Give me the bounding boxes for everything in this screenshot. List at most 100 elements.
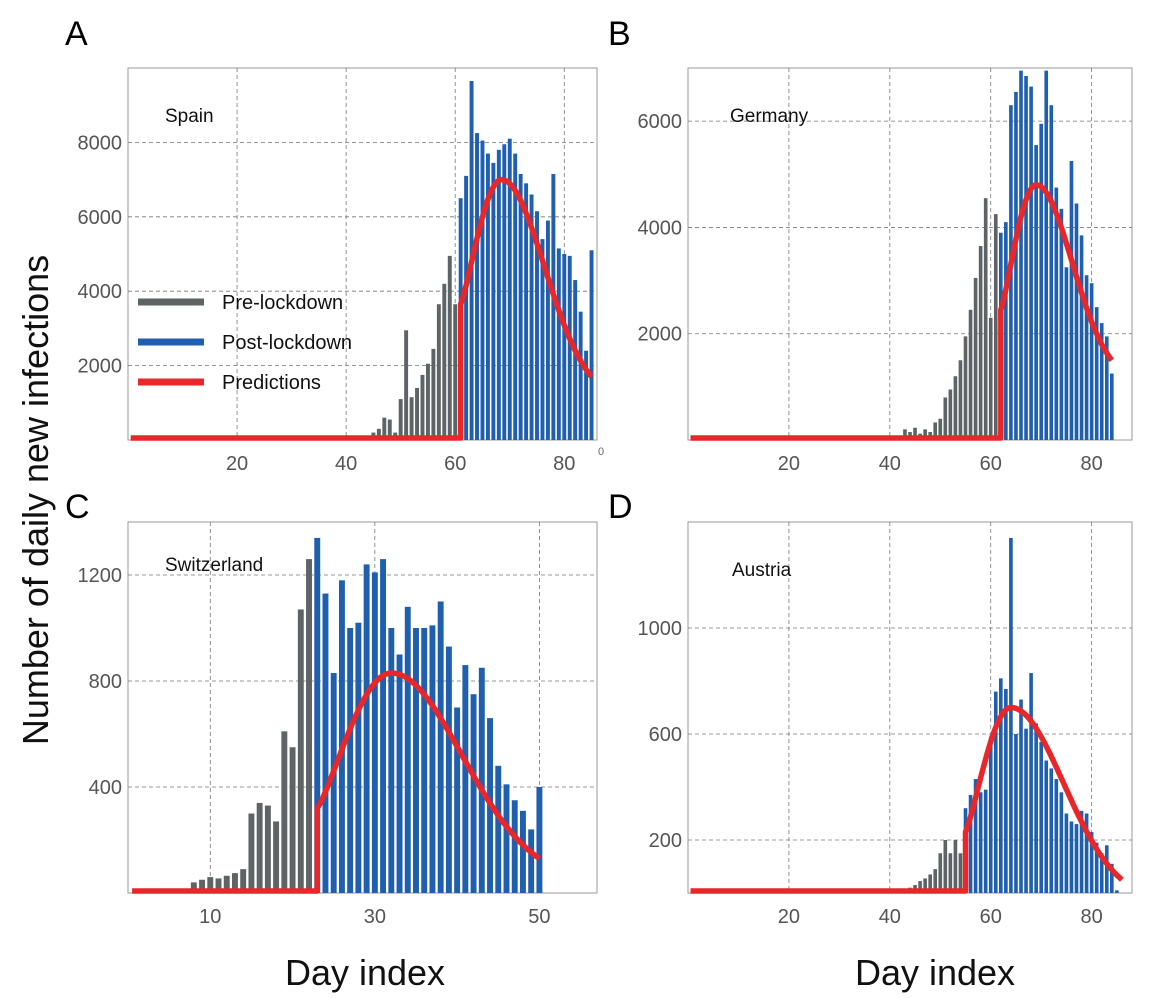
bar-post-lockdown — [347, 628, 354, 893]
bar-post-lockdown — [1049, 105, 1054, 440]
bar-post-lockdown — [973, 779, 978, 893]
plot-frame — [127, 521, 598, 894]
bar-post-lockdown — [1049, 768, 1054, 893]
bar-pre-lockdown — [398, 399, 403, 440]
bar-pre-lockdown — [425, 363, 430, 440]
bar-post-lockdown — [1110, 373, 1114, 440]
prediction-line — [690, 704, 1124, 894]
stray-tick-mark: 0 — [598, 446, 604, 458]
bar-pre-lockdown — [190, 882, 197, 893]
bar-post-lockdown — [1029, 673, 1033, 893]
bar-post-lockdown — [536, 787, 543, 893]
bar-post-lockdown — [380, 559, 387, 893]
legend-label-pre: Pre-lockdown — [222, 292, 343, 314]
y-tick-label: 1200 — [78, 565, 123, 587]
bar-post-lockdown — [584, 350, 589, 440]
bar-post-lockdown — [529, 194, 534, 440]
bar-pre-lockdown — [903, 429, 907, 440]
bar-post-lockdown — [1019, 70, 1023, 441]
bar-post-lockdown — [462, 665, 469, 893]
y-tick-label: 6000 — [78, 207, 123, 229]
bar-post-lockdown — [528, 829, 535, 893]
bar-post-lockdown — [573, 280, 578, 440]
x-tick-label: 40 — [335, 453, 357, 475]
bar-pre-lockdown — [289, 747, 296, 893]
bar-post-lockdown — [480, 140, 485, 441]
bar-post-lockdown — [1034, 145, 1038, 441]
panel-letter-d: D — [608, 488, 633, 526]
bar-pre-lockdown — [442, 283, 447, 440]
bar-post-lockdown — [503, 784, 510, 893]
bar-pre-lockdown — [933, 869, 938, 893]
bar-post-lockdown — [1054, 187, 1059, 440]
x-tick-label: 40 — [879, 906, 901, 928]
x-tick-label: 20 — [778, 906, 800, 928]
y-tick-label: 200 — [649, 830, 682, 852]
bar-post-lockdown — [578, 311, 583, 440]
bar-post-lockdown — [524, 183, 529, 440]
bar-post-lockdown — [1110, 863, 1114, 893]
x-tick-label: 80 — [553, 453, 575, 475]
bar-post-lockdown — [1009, 537, 1013, 893]
bar-post-lockdown — [1104, 845, 1109, 893]
bar-post-lockdown — [1089, 283, 1094, 440]
bar-pre-lockdown — [199, 879, 206, 893]
bar-pre-lockdown — [306, 559, 312, 893]
bar-post-lockdown — [1044, 760, 1049, 893]
bar-post-lockdown — [495, 765, 502, 893]
y-tick-label: 800 — [89, 671, 122, 693]
bar-post-lockdown — [1019, 699, 1023, 893]
bar-post-lockdown — [454, 707, 461, 893]
bar-post-lockdown — [1039, 123, 1043, 441]
bar-pre-lockdown — [918, 881, 922, 893]
bar-post-lockdown — [519, 810, 526, 893]
bar-post-lockdown — [1069, 821, 1074, 893]
bar-post-lockdown — [1024, 728, 1028, 893]
bar-post-lockdown — [518, 174, 523, 440]
bar-post-lockdown — [1059, 792, 1064, 893]
prediction-line — [130, 176, 594, 441]
bar-post-lockdown — [1074, 824, 1079, 893]
bar-post-lockdown — [562, 254, 567, 440]
bar-post-lockdown — [478, 667, 485, 893]
x-tick-label: 20 — [226, 453, 248, 475]
bar-post-lockdown — [1064, 813, 1069, 893]
bar-pre-lockdown — [404, 330, 409, 440]
bar-post-lockdown — [1104, 336, 1109, 440]
bar-pre-lockdown — [948, 853, 953, 893]
x-tick-label: 50 — [528, 906, 550, 928]
panel-spain: 20 40 60 80 2000 4000 6000 8000 Spain — [78, 67, 598, 475]
bar-post-lockdown — [1099, 853, 1104, 893]
bar-pre-lockdown — [281, 731, 288, 893]
bar-post-lockdown — [485, 153, 490, 440]
bar-pre-lockdown — [928, 874, 932, 893]
bar-post-lockdown — [978, 792, 983, 893]
bar-post-lockdown — [589, 250, 594, 440]
bar-pre-lockdown — [938, 853, 943, 893]
bar-post-lockdown — [1084, 813, 1089, 893]
x-tick-label: 80 — [1081, 906, 1103, 928]
bar-pre-lockdown — [988, 317, 993, 440]
bar-post-lockdown — [421, 628, 428, 893]
bar-post-lockdown — [464, 175, 469, 440]
bar-pre-lockdown — [973, 277, 978, 440]
y-tick-label: 4000 — [638, 217, 683, 239]
bar-post-lockdown — [1054, 779, 1059, 893]
bar-post-lockdown — [491, 162, 496, 441]
y-tick-label: 6000 — [638, 111, 683, 133]
bar-post-lockdown — [513, 153, 518, 440]
bar-pre-lockdown — [207, 877, 214, 893]
bar-post-lockdown — [1014, 91, 1018, 441]
bar-pre-lockdown — [923, 429, 927, 440]
bar-pre-lockdown — [223, 875, 230, 893]
bar-pre-lockdown — [264, 805, 271, 893]
bar-post-lockdown — [429, 625, 436, 893]
bar-post-lockdown — [540, 239, 545, 440]
bar-pre-lockdown — [933, 422, 938, 440]
bar-post-lockdown — [993, 691, 998, 893]
bar-post-lockdown — [338, 580, 345, 893]
bar-post-lockdown — [1069, 161, 1074, 440]
bar-pre-lockdown — [297, 609, 304, 893]
bar-pre-lockdown — [232, 873, 238, 893]
